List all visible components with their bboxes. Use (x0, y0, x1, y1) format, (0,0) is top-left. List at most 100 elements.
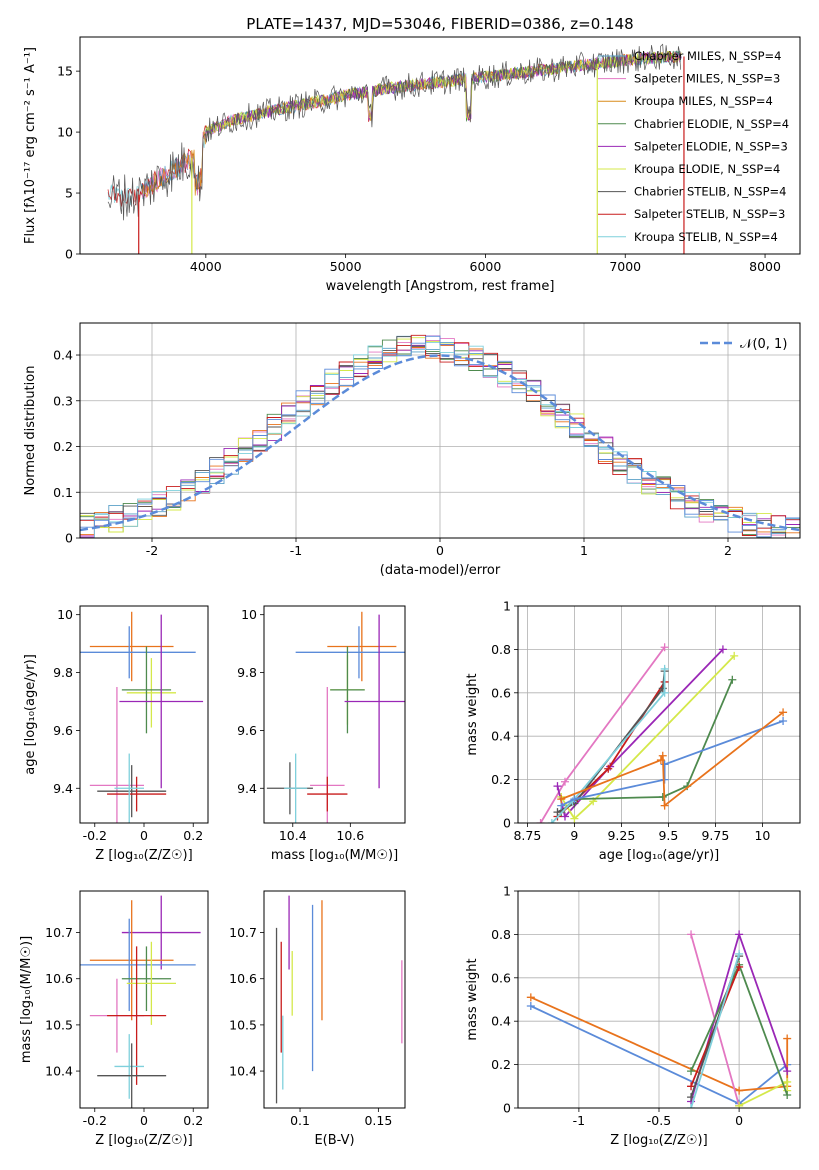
x-tick-label: -0.2 (83, 828, 107, 843)
series-chabrier_stelib (107, 43, 681, 221)
x-axis-label: Z [log₁₀(Z/Z☉)] (95, 848, 192, 863)
y-tick-label: 0 (503, 1101, 511, 1116)
y-tick-label: 0 (65, 247, 73, 262)
y-tick-label: 10.4 (229, 1064, 257, 1079)
x-tick-label: 1 (580, 543, 588, 558)
panel-weight_vs_z: -1 -0.5 0 0 0.2 0.4 0.6 0.8 1 Z [log₁₀(Z/Z☉)] mass… (465, 884, 801, 1148)
y-tick-label: 1 (503, 884, 511, 899)
y-axis-label: mass [log₁₀(M/M☉)] (19, 936, 34, 1063)
plot-area (80, 334, 800, 538)
y-axis-label: Normed distribution (23, 366, 38, 496)
plot-area (275, 895, 403, 1104)
y-tick-label: 0 (503, 816, 511, 831)
x-tick-label: 10.4 (279, 828, 307, 843)
plot-area (266, 611, 405, 823)
series-marker (660, 664, 669, 673)
panel-age_vs_mass: 10.4 10.6 9.4 9.6 9.8 10 mass [log₁₀(M/M☉)] (237, 605, 406, 863)
x-tick-label: 10.6 (336, 828, 364, 843)
legend-label: Kroupa STELIB, N_SSP=4 (634, 230, 778, 244)
series-marker (730, 651, 739, 660)
y-tick-label: 10 (241, 607, 257, 622)
y-tick-label: 10 (57, 607, 73, 622)
series-line (738, 1080, 789, 1107)
series-marker (658, 792, 667, 801)
x-tick-label: -0.2 (83, 1113, 107, 1128)
y-tick-label: 1 (503, 599, 511, 614)
x-tick-label: 9.5 (658, 828, 678, 843)
y-tick-label: 0.8 (491, 927, 511, 942)
x-tick-label: 4000 (190, 259, 222, 274)
series-marker (783, 1077, 792, 1086)
y-tick-label: 0.2 (53, 439, 73, 454)
histogram-series (80, 335, 800, 538)
legend-label: Chabrier MILES, N_SSP=4 (634, 49, 781, 63)
legend-label: Salpeter ELODIE, N_SSP=3 (634, 139, 788, 153)
series-marker (718, 645, 727, 654)
series-marker (526, 1002, 535, 1011)
chart-title: PLATE=1437, MJD=53046, FIBERID=0386, z=0… (246, 15, 633, 33)
y-tick-label: 9.8 (53, 665, 73, 680)
legend-label: Salpeter STELIB, N_SSP=3 (634, 207, 785, 221)
axes-frame (517, 890, 801, 1109)
series-marker (570, 795, 579, 804)
legend-label: Kroupa MILES, N_SSP=4 (634, 94, 773, 108)
series-line (551, 668, 666, 823)
x-axis-label: mass [log₁₀(M/M☉)] (271, 848, 398, 863)
series-marker (656, 756, 665, 765)
y-tick-label: 0.6 (491, 970, 511, 985)
series-marker (604, 764, 613, 773)
y-tick-label: 10 (57, 125, 73, 140)
x-tick-label: 5000 (330, 259, 362, 274)
series-marker (553, 808, 562, 817)
y-tick-label: 10.7 (45, 925, 73, 940)
axes-frame (263, 605, 406, 824)
series-line (690, 953, 740, 1108)
plot-area (80, 611, 204, 823)
x-tick-label: -2 (146, 543, 158, 558)
y-tick-label: 0.4 (53, 348, 73, 363)
legend-label: Kroupa ELODIE, N_SSP=4 (634, 162, 780, 176)
series-marker (783, 1034, 792, 1043)
legend-label: Salpeter MILES, N_SSP=3 (634, 72, 780, 86)
y-axis-label: Flux [fλ10⁻¹⁷ erg cm⁻² s⁻¹ A⁻¹] (23, 47, 38, 244)
series-marker (735, 1101, 744, 1108)
series-marker (728, 675, 737, 684)
series-line (530, 996, 789, 1092)
y-tick-label: 0.6 (491, 685, 511, 700)
series-marker (735, 949, 744, 958)
legend-label: Chabrier STELIB, N_SSP=4 (634, 185, 786, 199)
y-tick-label: 10.6 (45, 971, 73, 986)
x-tick-label: 8.75 (513, 828, 541, 843)
series-marker (735, 962, 744, 971)
panel-age_vs_z: -0.2 0 0.2 9.4 9.6 9.8 10 Z [log₁₀(Z/Z☉)] age [l… (23, 605, 209, 863)
series-line (556, 681, 666, 818)
histogram-series (80, 336, 800, 538)
y-tick-label: 9.6 (237, 723, 257, 738)
x-tick-label: -1 (573, 1113, 585, 1128)
y-tick-label: 9.8 (237, 665, 257, 680)
legend-label: 𝒩(0, 1) (740, 337, 787, 352)
plot-area (80, 895, 201, 1108)
panel-residuals: -2 -1 0 1 2 0 0.1 0.2 0.3 0.4 (data-model)/error No… (23, 322, 801, 578)
series-marker (687, 1082, 696, 1091)
y-tick-label: 10.7 (229, 925, 257, 940)
y-axis-label: mass weight (465, 673, 480, 755)
series-line (560, 711, 784, 808)
x-axis-label: (data-model)/error (380, 563, 501, 578)
y-tick-label: 5 (65, 186, 73, 201)
series-marker (570, 814, 579, 823)
axes-frame (263, 890, 406, 1109)
x-tick-label: -1 (290, 543, 302, 558)
panel-mass_vs_z: -0.2 0 0.2 10.4 10.5 10.6 10.7 Z [log₁₀(Z/Z☉)] m… (19, 890, 209, 1148)
y-tick-label: 10.6 (229, 971, 257, 986)
series-marker (779, 717, 788, 726)
y-tick-label: 0.3 (53, 393, 73, 408)
panel-spectrum: 4000 5000 6000 7000 8000 0 5 10 15 wavelength [An… (23, 15, 801, 294)
series-marker (658, 751, 667, 760)
y-tick-label: 0.2 (491, 772, 511, 787)
axes-frame (517, 605, 801, 824)
x-tick-label: 6000 (470, 259, 502, 274)
series-marker (687, 930, 696, 939)
normal-curve (80, 354, 800, 532)
